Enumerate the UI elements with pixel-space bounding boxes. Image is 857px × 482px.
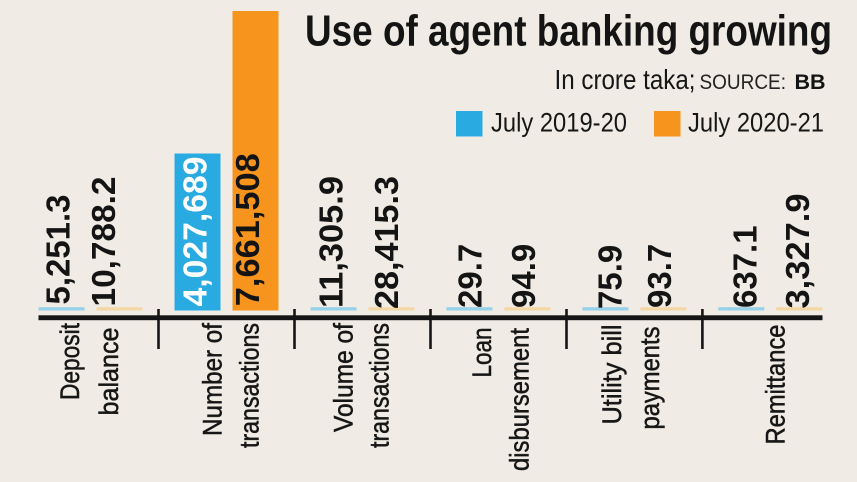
svg-text:7,661,508: 7,661,508 (229, 153, 266, 306)
svg-text:Remittance: Remittance (761, 325, 791, 445)
svg-text:balance: balance (94, 328, 124, 416)
svg-text:11,305.9: 11,305.9 (313, 176, 350, 308)
svg-text:Use of agent banking growing: Use of agent banking growing (305, 6, 832, 55)
svg-text:BB: BB (795, 70, 826, 94)
svg-text:93.7: 93.7 (641, 244, 678, 308)
svg-text:3,327.9: 3,327.9 (779, 194, 816, 309)
svg-text:94.9: 94.9 (505, 244, 542, 308)
svg-text:637.1: 637.1 (727, 225, 764, 308)
svg-text:Utility bill: Utility bill (597, 325, 627, 425)
svg-text:28,415.3: 28,415.3 (368, 176, 405, 309)
svg-text:29.7: 29.7 (452, 244, 489, 308)
svg-text:Loan: Loan (467, 328, 497, 378)
svg-text:In crore taka;: In crore taka; (555, 64, 696, 95)
svg-text:July 2020-21: July 2020-21 (688, 108, 824, 138)
svg-text:transactions: transactions (365, 323, 395, 448)
svg-text:SOURCE:: SOURCE: (700, 70, 787, 94)
svg-text:Number of: Number of (198, 322, 228, 436)
svg-text:July 2019-20: July 2019-20 (491, 108, 627, 138)
svg-text:10,788.2: 10,788.2 (85, 177, 122, 307)
svg-text:5,251.3: 5,251.3 (40, 195, 77, 305)
svg-text:transactions: transactions (235, 323, 265, 448)
svg-text:disbursement: disbursement (505, 327, 535, 471)
svg-text:Deposit: Deposit (55, 322, 85, 400)
svg-text:4,027,689: 4,027,689 (177, 157, 214, 307)
svg-text:Volume of: Volume of (329, 322, 359, 432)
svg-text:payments: payments (635, 327, 665, 430)
svg-text:75.9: 75.9 (592, 245, 629, 309)
